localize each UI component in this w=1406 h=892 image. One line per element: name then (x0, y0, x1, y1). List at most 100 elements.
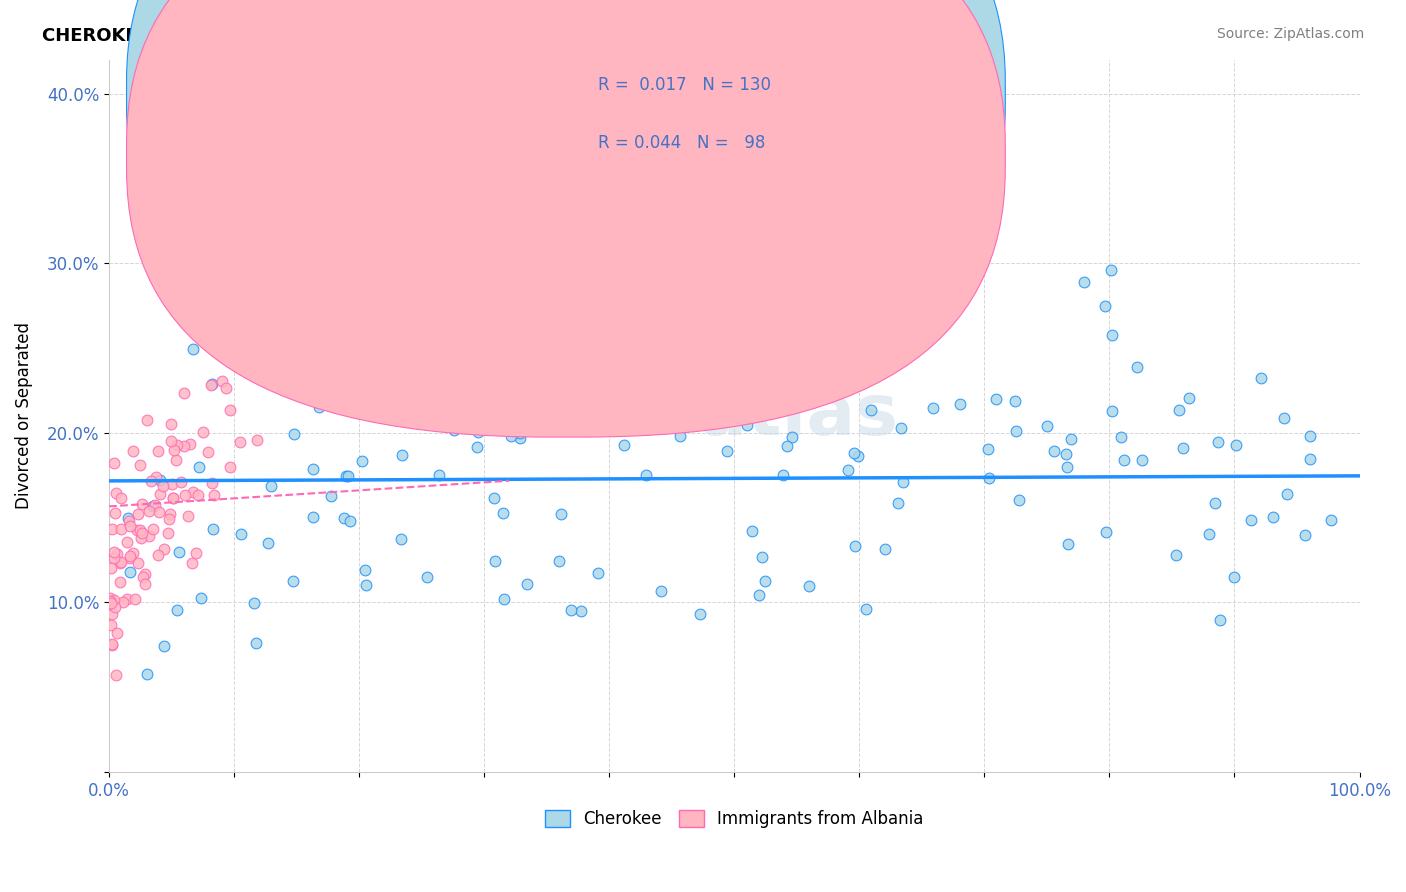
Point (100, 561, 122, 575)
Point (141, 474, 163, 488)
Point (283, 427, 305, 442)
Point (650, 584, 672, 599)
Point (104, 599, 127, 614)
Point (120, 565, 142, 579)
Point (274, 357, 297, 371)
Point (111, 595, 134, 609)
Point (157, 526, 180, 541)
Point (110, 575, 132, 590)
Point (219, 342, 242, 356)
Point (1168, 403, 1191, 417)
Text: Source: ZipAtlas.com: Source: ZipAtlas.com (1216, 27, 1364, 41)
Point (110, 522, 132, 536)
Point (547, 554, 569, 568)
Point (105, 547, 128, 561)
Point (330, 306, 353, 320)
Point (110, 491, 132, 505)
Point (492, 506, 515, 520)
Point (550, 507, 572, 521)
Point (201, 522, 224, 536)
Point (737, 418, 759, 433)
Point (1240, 513, 1263, 527)
Point (389, 220, 412, 235)
Point (454, 408, 477, 422)
Point (160, 434, 183, 449)
Point (181, 342, 204, 356)
Point (245, 635, 267, 649)
Point (152, 479, 174, 493)
Point (159, 417, 181, 431)
Point (1112, 453, 1135, 467)
Point (100, 617, 122, 632)
Point (1004, 393, 1026, 408)
Point (1095, 524, 1118, 539)
Legend: Cherokee, Immigrants from Albania: Cherokee, Immigrants from Albania (538, 804, 931, 835)
Point (101, 522, 124, 536)
Point (1171, 441, 1194, 455)
Point (152, 640, 174, 654)
Point (214, 381, 236, 395)
Y-axis label: Divorced or Separated: Divorced or Separated (15, 322, 32, 509)
Point (149, 473, 172, 487)
Point (118, 515, 141, 529)
Point (98, 591, 121, 605)
Point (245, 434, 267, 448)
Point (128, 458, 150, 472)
Point (772, 467, 794, 482)
Point (166, 603, 188, 617)
Point (391, 448, 413, 462)
Point (173, 439, 195, 453)
Point (689, 607, 711, 621)
Point (136, 413, 159, 427)
Point (129, 531, 152, 545)
Point (1198, 526, 1220, 541)
Point (205, 174, 228, 188)
Point (135, 666, 157, 681)
Point (844, 446, 866, 460)
Point (371, 284, 394, 298)
Point (131, 526, 153, 541)
Point (118, 549, 141, 564)
Point (204, 488, 226, 502)
Point (103, 456, 125, 470)
Point (153, 541, 176, 556)
Point (281, 574, 304, 589)
Point (748, 588, 770, 602)
Point (98, 593, 121, 607)
Point (354, 563, 377, 577)
Point (146, 443, 169, 458)
Point (134, 566, 156, 581)
Point (887, 496, 910, 510)
Point (301, 509, 323, 524)
Point (1299, 452, 1322, 467)
Point (127, 507, 149, 521)
Point (104, 506, 127, 520)
Point (170, 475, 193, 489)
Point (734, 386, 756, 401)
Point (264, 376, 287, 391)
Point (333, 511, 356, 525)
Point (516, 577, 538, 591)
Point (844, 539, 866, 553)
Text: R = 0.044   N =   98: R = 0.044 N = 98 (598, 134, 765, 152)
Point (1130, 452, 1153, 467)
Point (197, 445, 219, 459)
Point (1275, 487, 1298, 501)
Point (117, 511, 139, 525)
Point (157, 511, 180, 525)
Point (634, 388, 657, 402)
Point (484, 491, 506, 505)
Point (1166, 548, 1188, 562)
Point (560, 603, 582, 617)
Point (443, 423, 465, 437)
Point (780, 430, 803, 444)
Point (167, 545, 190, 559)
Point (467, 425, 489, 439)
Point (640, 384, 662, 398)
Point (977, 442, 1000, 456)
Point (468, 369, 491, 384)
Point (751, 550, 773, 565)
Point (339, 515, 361, 529)
Point (304, 384, 326, 399)
Point (148, 505, 170, 519)
